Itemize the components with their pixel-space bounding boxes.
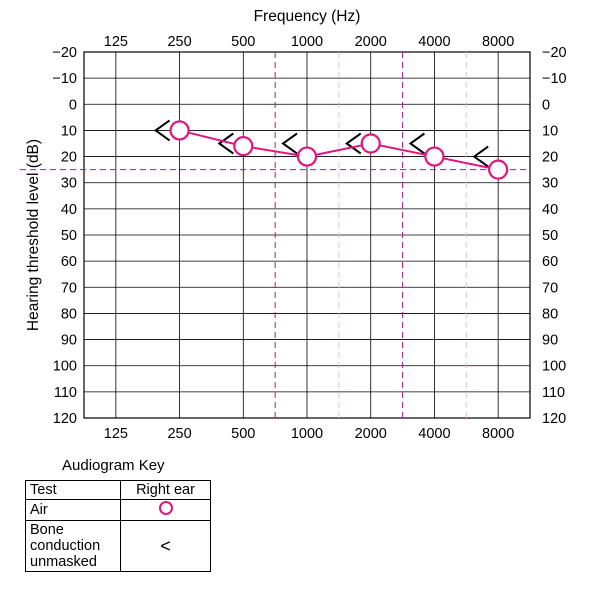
key-header-test: Test (25, 480, 121, 500)
key-air-label: Air (25, 499, 121, 521)
y-tick-label-left: 40 (61, 202, 77, 218)
x-tick-label-top: 1000 (291, 34, 323, 50)
y-tick-label-left: 120 (53, 411, 77, 427)
air-conduction-marker (424, 146, 445, 167)
x-tick-label-bottom: 4000 (418, 426, 450, 442)
key-bone-line-2: conduction (30, 538, 101, 554)
y-axis-title: Hearing threshold level (dB) (25, 139, 42, 331)
x-tick-label-top: 8000 (482, 34, 514, 50)
air-conduction-marker (360, 133, 381, 154)
x-tick-label-bottom: 125 (104, 426, 128, 442)
x-tick-label-bottom: 1000 (291, 426, 323, 442)
y-tick-label-right: 60 (542, 254, 558, 270)
y-tick-label-right: −10 (542, 71, 567, 87)
air-conduction-marker (488, 159, 509, 180)
y-tick-label-left: 30 (61, 176, 77, 192)
bone-bracket-icon: < (160, 535, 171, 556)
y-tick-label-right: −20 (542, 45, 567, 61)
y-tick-label-left: −20 (52, 45, 77, 61)
bone-conduction-marker (281, 132, 298, 155)
key-header-row: Test Right ear (25, 480, 211, 500)
key-air-symbol (120, 499, 211, 521)
y-tick-label-left: 90 (61, 333, 77, 349)
y-tick-label-left: 100 (53, 359, 77, 375)
y-tick-label-left: 10 (61, 123, 77, 139)
x-tick-label-bottom: 2000 (355, 426, 387, 442)
x-tick-label-top: 2000 (355, 34, 387, 50)
y-tick-label-right: 50 (542, 228, 558, 244)
key-row-air: Air (25, 499, 211, 521)
y-tick-label-left: 50 (61, 228, 77, 244)
x-tick-label-top: 250 (167, 34, 191, 50)
y-tick-label-left: 110 (54, 385, 77, 401)
key-row-bone: Bone conduction unmasked < (25, 520, 211, 572)
key-bone-line-3: unmasked (30, 554, 97, 570)
air-circle-icon (158, 501, 173, 515)
x-tick-label-bottom: 8000 (482, 426, 514, 442)
y-tick-label-right: 40 (542, 202, 558, 218)
x-axis-title: Frequency (Hz) (254, 8, 361, 25)
bone-conduction-marker (408, 132, 426, 155)
y-tick-label-right: 20 (542, 150, 558, 166)
bone-conduction-marker (344, 132, 362, 155)
y-tick-label-right: 0 (542, 97, 550, 113)
air-conduction-marker (169, 120, 190, 141)
bone-conduction-marker (472, 145, 489, 168)
key-bone-label: Bone conduction unmasked (25, 520, 121, 572)
x-tick-label-top: 4000 (418, 34, 450, 50)
key-title: Audiogram Key (62, 457, 165, 474)
x-tick-label-top: 125 (104, 34, 128, 50)
air-conduction-marker (296, 146, 318, 167)
air-conduction-line (179, 129, 499, 171)
y-tick-label-left: 80 (61, 306, 77, 322)
y-tick-label-right: 100 (542, 359, 566, 375)
y-tick-label-right: 120 (542, 411, 566, 427)
y-tick-label-left: 0 (69, 97, 77, 113)
bone-conduction-marker (217, 132, 234, 155)
x-tick-label-bottom: 250 (167, 426, 191, 442)
audiogram-key-table: Test Right ear Air Bone conduction unmas… (25, 480, 211, 572)
bone-conduction-marker (153, 119, 171, 142)
y-tick-label-right: 30 (542, 176, 558, 192)
y-tick-label-right: 70 (542, 280, 558, 296)
y-tick-label-right: 90 (542, 333, 558, 349)
key-bone-line-1: Bone (30, 522, 64, 538)
y-tick-label-left: 70 (61, 280, 77, 296)
x-tick-label-top: 500 (231, 34, 255, 50)
audiogram-chart: −20 −20 −10 −10 0 0 10 10 20 20 30 30 40 40 50 50 60 60 70… (20, 8, 567, 442)
key-bone-symbol: < (120, 520, 211, 572)
y-tick-label-right: 110 (542, 385, 565, 401)
y-tick-label-left: 20 (61, 150, 77, 166)
y-tick-label-right: 10 (542, 123, 558, 139)
y-tick-label-left: −10 (52, 71, 77, 87)
y-tick-label-left: 60 (61, 254, 77, 270)
key-header-ear: Right ear (120, 480, 211, 500)
y-tick-label-right: 80 (542, 306, 558, 322)
x-tick-label-bottom: 500 (231, 426, 255, 442)
air-conduction-marker (233, 136, 254, 157)
